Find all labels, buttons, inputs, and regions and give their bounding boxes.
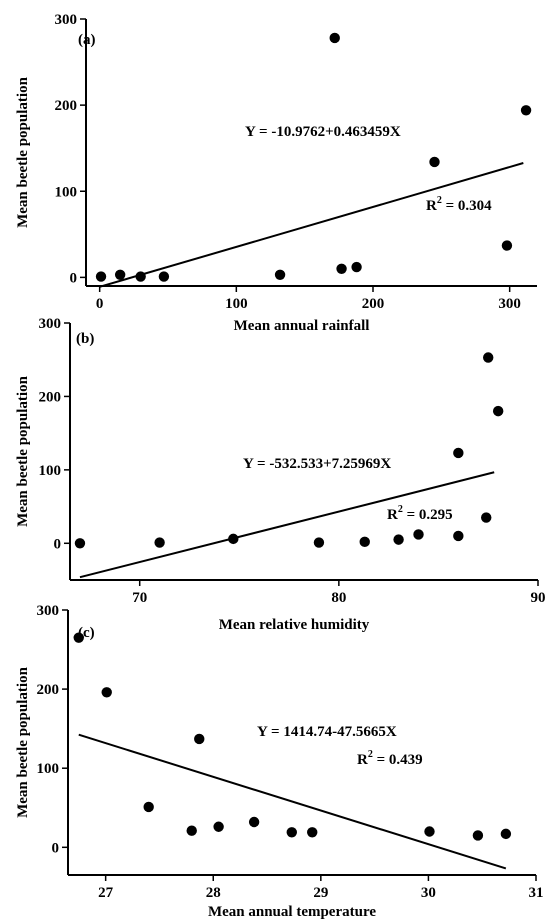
x-tick-label: 300: [498, 296, 521, 312]
y-tick-label: 300: [55, 12, 78, 28]
data-point: [95, 271, 107, 282]
regression-line: [99, 162, 524, 288]
data-point: [154, 537, 165, 548]
x-tick-label: 80: [331, 590, 346, 606]
panel-3: 0 100 200 300 27 28 29 30 31 Mean annual temperat…: [15, 603, 544, 920]
data-point: [114, 269, 126, 281]
y-tick-label: 0: [70, 270, 78, 286]
data-point: [481, 512, 492, 523]
data-point: [429, 156, 440, 168]
x-tick-label: 29: [313, 885, 328, 901]
y-tick-label: 100: [55, 184, 78, 200]
x-tick-label: 28: [206, 885, 221, 901]
data-point: [74, 538, 86, 549]
r-squared-label: R2 = 0.295: [387, 504, 453, 523]
y-tick-label: 0: [52, 840, 60, 856]
data-point: [424, 826, 435, 837]
y-tick-label: 300: [39, 316, 62, 332]
data-point: [336, 263, 347, 274]
data-point: [413, 529, 424, 540]
regression-line: [78, 733, 507, 870]
x-tick-label: 0: [96, 296, 104, 312]
x-tick-label: 200: [362, 296, 385, 312]
panel-label: (b): [76, 331, 94, 347]
data-point: [329, 32, 340, 44]
data-point: [351, 261, 362, 273]
x-tick-label: 31: [529, 885, 544, 901]
data-point: [158, 271, 170, 282]
regression-equation: Y = 1414.74-47.5665X: [257, 724, 397, 740]
data-point: [274, 269, 286, 281]
data-point: [453, 530, 464, 542]
y-tick-label: 300: [37, 603, 60, 619]
data-point: [101, 687, 112, 698]
x-axis-label: Mean annual rainfall: [234, 318, 370, 334]
x-tick-label: 90: [531, 590, 546, 606]
data-point: [520, 105, 532, 116]
r-squared-label: R2 = 0.439: [357, 749, 423, 768]
data-point: [393, 534, 404, 545]
x-tick-label: 100: [225, 296, 248, 312]
y-tick-label: 200: [55, 98, 78, 114]
x-axis-label: Mean annual temperature: [208, 904, 376, 920]
data-point: [472, 830, 484, 841]
data-point: [248, 816, 260, 828]
data-point: [453, 447, 464, 459]
data-point: [313, 537, 325, 548]
data-point: [483, 352, 494, 363]
data-point: [73, 632, 84, 643]
y-axis-label: Mean beetle population: [15, 666, 31, 817]
y-axis-label: Mean beetle population: [15, 375, 31, 526]
panel-2: 0 100 200 300 70 80 90 Mean relative humidity Me…: [15, 316, 546, 633]
y-tick-label: 0: [54, 536, 62, 552]
data-point: [286, 827, 297, 838]
y-tick-label: 100: [37, 761, 60, 777]
y-tick-label: 200: [39, 389, 62, 405]
data-point: [135, 271, 146, 282]
data-point: [186, 825, 197, 836]
regression-equation: Y = -532.533+7.25969X: [243, 456, 391, 472]
regression-line: [79, 471, 495, 579]
data-point: [500, 828, 512, 840]
regression-equation: Y = -10.9762+0.463459X: [245, 124, 401, 140]
data-point: [307, 827, 318, 838]
data-point: [194, 733, 205, 745]
panel-1: 0 100 200 300 0 100 200 300 Mean annual rainfall…: [15, 12, 537, 334]
data-point: [228, 533, 239, 545]
r-squared-label: R2 = 0.304: [426, 195, 492, 214]
data-point: [143, 801, 154, 813]
data-point: [492, 405, 504, 417]
x-tick-label: 30: [421, 885, 436, 901]
y-tick-label: 100: [39, 463, 62, 479]
x-axis-label: Mean relative humidity: [219, 617, 370, 633]
panel-label: (a): [78, 32, 96, 48]
y-axis-label: Mean beetle population: [15, 76, 31, 227]
data-point: [213, 821, 224, 832]
x-tick-label: 70: [132, 590, 147, 606]
y-tick-label: 200: [37, 682, 60, 698]
x-tick-label: 27: [98, 885, 114, 901]
data-point: [359, 536, 370, 548]
data-point: [501, 240, 513, 251]
